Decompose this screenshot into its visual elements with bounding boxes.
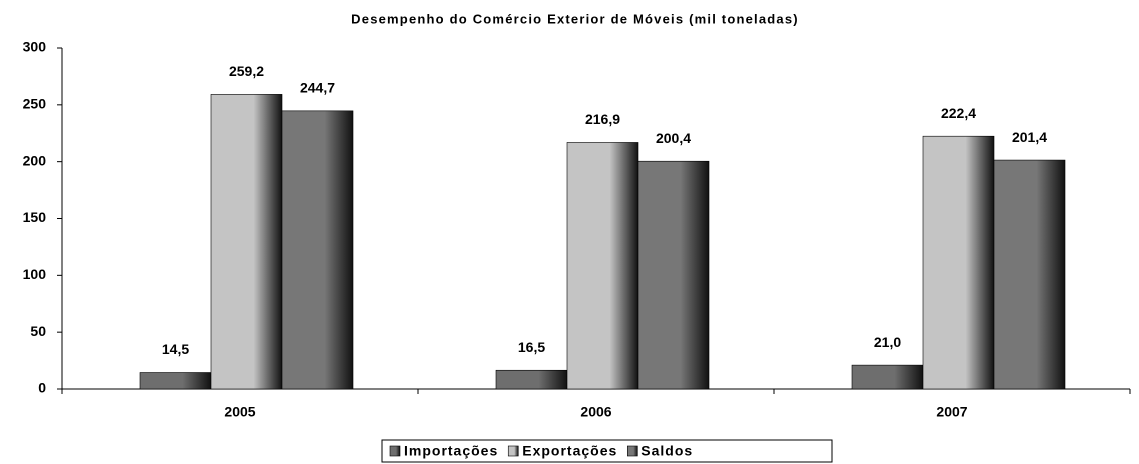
legend-swatch [389, 445, 401, 457]
bar [495, 369, 568, 390]
bar [281, 110, 354, 390]
y-tick-label: 300 [23, 39, 47, 55]
y-tick-label: 50 [30, 323, 46, 339]
value-label: 16,5 [518, 339, 545, 355]
bar [922, 135, 995, 390]
legend [381, 439, 833, 463]
y-tick-label: 100 [23, 266, 47, 282]
y-tick-label: 200 [23, 152, 47, 168]
y-tick-label: 150 [23, 209, 47, 225]
value-label: 259,2 [229, 63, 264, 79]
value-label: 201,4 [1012, 129, 1047, 145]
value-label: 14,5 [162, 341, 189, 357]
value-label: 200,4 [656, 130, 691, 146]
bar [210, 94, 283, 390]
bar [637, 160, 710, 390]
x-tick-label: 2005 [224, 404, 255, 420]
value-label: 222,4 [941, 105, 976, 121]
value-label: 244,7 [300, 80, 335, 96]
y-tick-label: 0 [38, 380, 46, 396]
legend-label: Saldos [641, 443, 693, 459]
x-tick-label: 2007 [936, 404, 967, 420]
legend-swatch [626, 445, 638, 457]
bar [566, 142, 639, 390]
legend-label: Exportações [522, 443, 617, 459]
y-tick-label: 250 [23, 96, 47, 112]
bar [851, 364, 924, 390]
value-label: 216,9 [585, 111, 620, 127]
bar [139, 372, 212, 390]
chart-title: Desempenho do Comércio Exterior de Móvei… [351, 11, 799, 26]
legend-label: Importações [404, 443, 498, 459]
bar [993, 159, 1066, 390]
x-tick-label: 2006 [580, 404, 611, 420]
legend-swatch [507, 445, 519, 457]
value-label: 21,0 [874, 334, 901, 350]
